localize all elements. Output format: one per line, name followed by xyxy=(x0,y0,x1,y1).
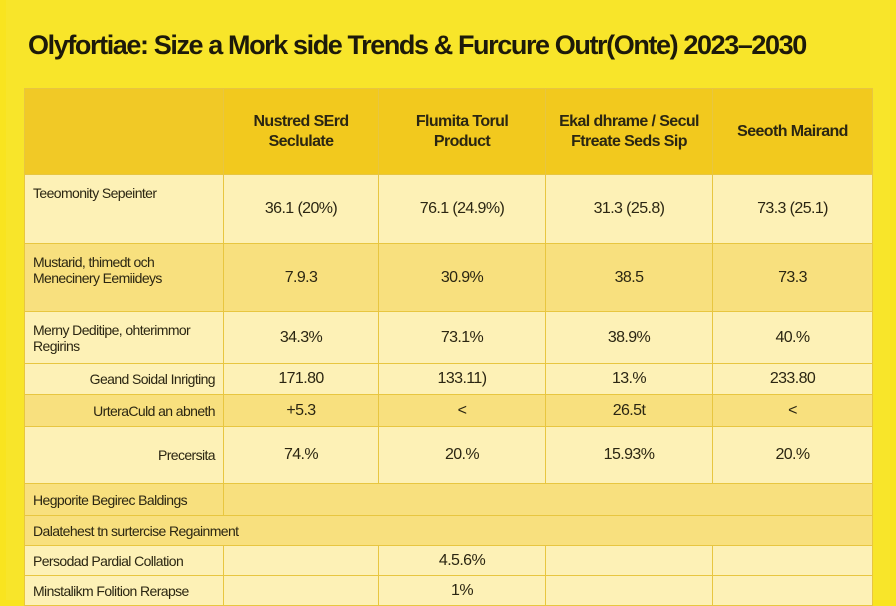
cell: 7.9.3 xyxy=(223,243,379,312)
row-label: Mustarid, thimedt och Menecinery Eemiide… xyxy=(24,243,224,312)
row-label: Geand Soidal Inrigting xyxy=(24,363,224,395)
row-label: Merny Deditipe, ohterimmor Regirins xyxy=(24,311,224,364)
table-row: Persodad Pardial Collation 4.5.6% xyxy=(24,545,873,576)
cell: 26.5t xyxy=(545,394,713,427)
cell: 74.% xyxy=(223,426,379,484)
cell: +5.3 xyxy=(223,394,379,427)
cell: 34.3% xyxy=(223,311,379,364)
row-label: Precersita xyxy=(24,426,224,484)
header-cell-empty xyxy=(24,88,224,175)
cell: 20.% xyxy=(378,426,546,484)
header-cell: Flumita Torul Product xyxy=(378,88,546,175)
table-row: Mustarid, thimedt och Menecinery Eemiide… xyxy=(24,243,873,312)
row-label: Persodad Pardial Collation xyxy=(24,545,224,576)
section-row: Hegporite Begirec Baldings xyxy=(24,483,873,516)
row-label: Teeomonity Sepeinter xyxy=(24,174,224,244)
cell xyxy=(712,545,873,576)
section-label: Hegporite Begirec Baldings xyxy=(24,483,224,516)
row-label: Minstalikm Folition Rerapse xyxy=(24,575,224,606)
row-label: UrteraCuld an abneth xyxy=(24,394,224,427)
table-row: Teeomonity Sepeinter 36.1 (20%) 76.1 (24… xyxy=(24,174,873,244)
cell: 36.1 (20%) xyxy=(223,174,379,244)
section-fill xyxy=(223,483,873,516)
cell: < xyxy=(378,394,546,427)
header-cell: Ekal dhrame / Secul Ftreate Seds Sip xyxy=(545,88,713,175)
cell: 4.5.6% xyxy=(378,545,546,576)
section-label: Dalatehest tn surtercise Regainment xyxy=(24,515,873,546)
cell: 76.1 (24.9%) xyxy=(378,174,546,244)
table-row: Minstalikm Folition Rerapse 1% xyxy=(24,575,873,606)
cell: 1% xyxy=(378,575,546,606)
cell: < xyxy=(712,394,873,427)
cell: 15.93% xyxy=(545,426,713,484)
cell xyxy=(223,575,379,606)
cell: 38.9% xyxy=(545,311,713,364)
cell: 31.3 (25.8) xyxy=(545,174,713,244)
header-cell: Nustred SErd Seclulate xyxy=(223,88,379,175)
cell: 30.9% xyxy=(378,243,546,312)
cell xyxy=(545,545,713,576)
cell: 171.80 xyxy=(223,363,379,395)
cell: 13.% xyxy=(545,363,713,395)
header-row: Nustred SErd Seclulate Flumita Torul Pro… xyxy=(24,88,873,175)
cell: 73.3 xyxy=(712,243,873,312)
cell: 133.11) xyxy=(378,363,546,395)
header-cell: Seeoth Mairand xyxy=(712,88,873,175)
cell xyxy=(712,575,873,606)
cell: 38.5 xyxy=(545,243,713,312)
market-table: Nustred SErd Seclulate Flumita Torul Pro… xyxy=(24,88,873,606)
section-row: Dalatehest tn surtercise Regainment xyxy=(24,515,873,546)
table-row: Merny Deditipe, ohterimmor Regirins 34.3… xyxy=(24,311,873,364)
cell: 40.% xyxy=(712,311,873,364)
cell xyxy=(223,545,379,576)
table-row: Precersita 74.% 20.% 15.93% 20.% xyxy=(24,426,873,484)
cell: 73.3 (25.1) xyxy=(712,174,873,244)
cell xyxy=(545,575,713,606)
table-row: Geand Soidal Inrigting 171.80 133.11) 13… xyxy=(24,363,873,395)
page-title: Olyfortiae: Size a Mork side Trends & Fu… xyxy=(28,30,807,60)
table-row: UrteraCuld an abneth +5.3 < 26.5t < xyxy=(24,394,873,427)
cell: 73.1% xyxy=(378,311,546,364)
cell: 20.% xyxy=(712,426,873,484)
cell: 233.80 xyxy=(712,363,873,395)
